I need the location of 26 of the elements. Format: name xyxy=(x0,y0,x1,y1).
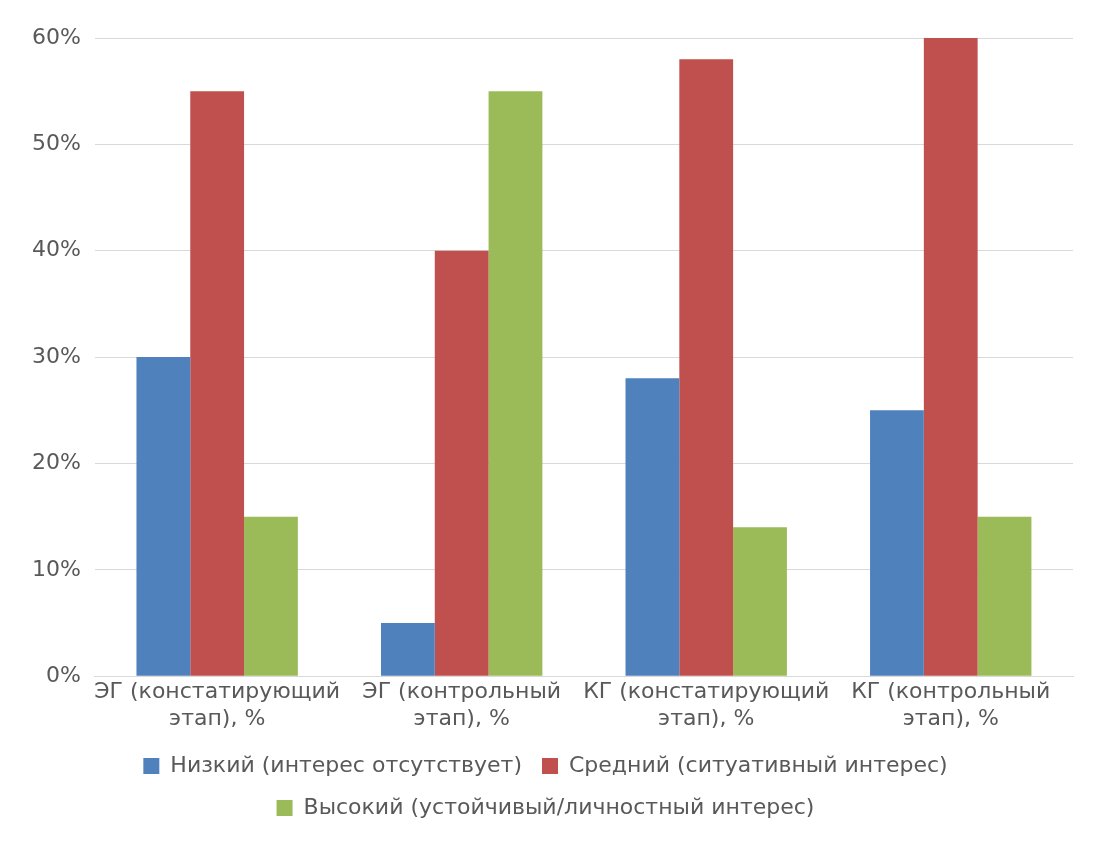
bar xyxy=(136,357,191,676)
bar xyxy=(923,38,978,676)
y-tick-label: 40% xyxy=(31,236,81,262)
bar xyxy=(733,527,787,676)
y-tick-label: 30% xyxy=(31,342,81,368)
y-tick-label: 10% xyxy=(31,555,81,581)
x-tick-label: КГ (констатирующий этап), % xyxy=(583,678,830,730)
x-tick-label: ЭГ (контрольный этап), % xyxy=(362,678,562,730)
legend-label: Низкий (интерес отсутствует) xyxy=(170,751,522,777)
bar xyxy=(190,91,245,676)
bar xyxy=(434,250,489,676)
bar xyxy=(625,378,680,676)
y-tick-label: 60% xyxy=(31,23,81,49)
legend-label: Средний (ситуативный интерес) xyxy=(568,751,948,777)
y-tick-label: 0% xyxy=(45,661,81,687)
y-tick-label: 50% xyxy=(31,130,81,156)
bar xyxy=(488,91,543,676)
legend-label: Высокий (устойчивый/личностный интерес) xyxy=(303,793,815,819)
bar xyxy=(977,516,1032,676)
y-tick-label: 20% xyxy=(31,449,81,475)
bar xyxy=(244,516,298,676)
bar xyxy=(380,623,435,676)
bar xyxy=(870,410,924,676)
x-tick-label: ЭГ (констатирующий этап), % xyxy=(94,678,341,730)
x-tick-label: КГ (контрольный этап), % xyxy=(851,678,1051,730)
bar xyxy=(679,59,734,676)
